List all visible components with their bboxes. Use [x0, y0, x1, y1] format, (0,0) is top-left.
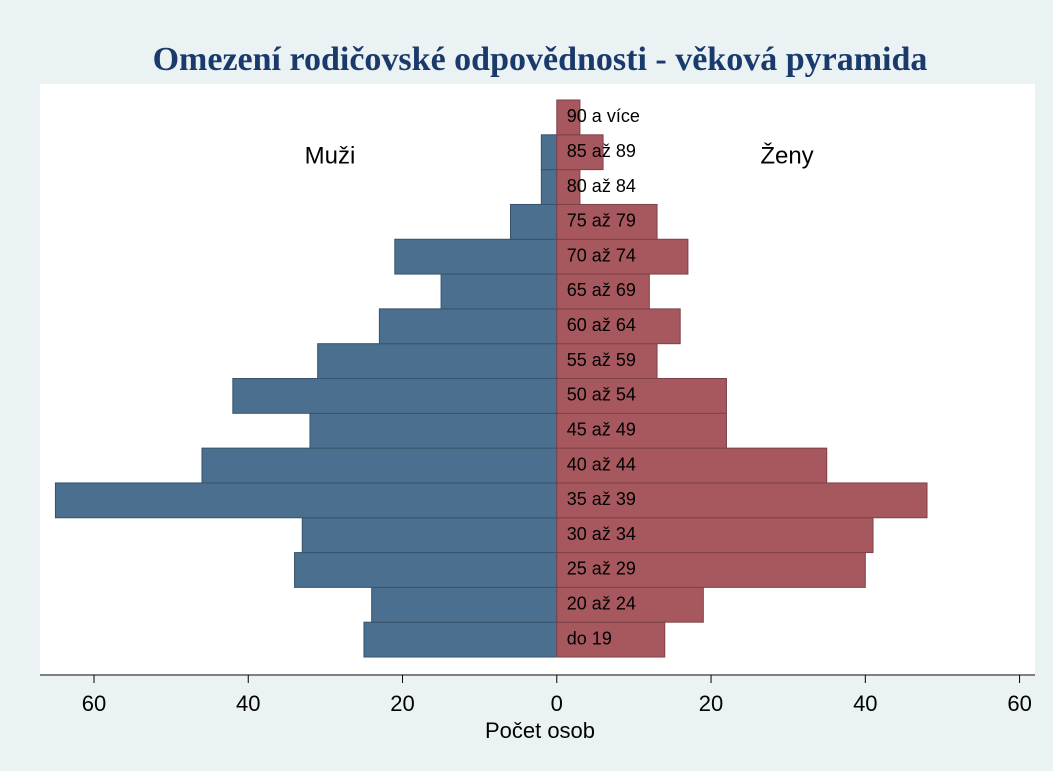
chart-title: Omezení rodičovské odpovědnosti - věková…: [153, 41, 928, 78]
x-tick-label: 40: [236, 691, 260, 716]
category-label: 70 až 74: [567, 245, 636, 265]
x-tick-label: 20: [390, 691, 414, 716]
bar: [540, 134, 558, 171]
category-label: 35 až 39: [567, 489, 636, 509]
bar: [294, 552, 558, 588]
category-label: 90 a více: [567, 106, 640, 126]
bar: [556, 99, 581, 136]
side-label: Muži: [305, 142, 356, 169]
bar: [201, 447, 558, 484]
bar: [510, 203, 558, 240]
category-label: 25 až 29: [567, 559, 636, 579]
x-tick-label: 20: [699, 691, 723, 716]
category-label: 30 až 34: [567, 524, 636, 544]
bar: [317, 343, 558, 379]
category-label: 80 až 84: [567, 176, 636, 196]
category-label: 55 až 59: [567, 350, 636, 370]
category-label: do 19: [567, 628, 612, 648]
bar: [394, 238, 558, 275]
bar: [363, 621, 558, 658]
category-label: 75 až 79: [567, 211, 636, 231]
bar: [540, 169, 558, 205]
category-label: 45 až 49: [567, 419, 636, 439]
x-tick-label: 0: [551, 691, 563, 716]
bar: [54, 482, 558, 519]
x-tick-label: 60: [1007, 691, 1031, 716]
x-axis-title: Počet osob: [485, 718, 595, 743]
bar: [556, 203, 658, 240]
x-tick-label: 60: [82, 691, 106, 716]
bar: [301, 517, 558, 554]
bar: [556, 517, 874, 554]
bar: [371, 586, 558, 623]
category-label: 20 až 24: [567, 594, 636, 614]
side-label: Ženy: [760, 142, 813, 169]
category-label: 50 až 54: [567, 385, 636, 405]
category-label: 40 až 44: [567, 454, 636, 474]
bar: [556, 586, 704, 623]
bar: [556, 238, 689, 275]
bar: [378, 308, 558, 345]
bar: [556, 343, 658, 379]
bar: [556, 552, 866, 588]
bar: [309, 412, 558, 449]
category-label: 65 až 69: [567, 280, 636, 300]
bar: [440, 273, 558, 310]
category-label: 85 až 89: [567, 141, 636, 161]
bar: [556, 134, 604, 171]
bar: [556, 308, 681, 345]
bar: [556, 273, 650, 310]
bar: [232, 378, 558, 414]
x-tick-label: 40: [853, 691, 877, 716]
category-label: 60 až 64: [567, 315, 636, 335]
bar: [556, 482, 928, 519]
bar: [556, 621, 666, 658]
